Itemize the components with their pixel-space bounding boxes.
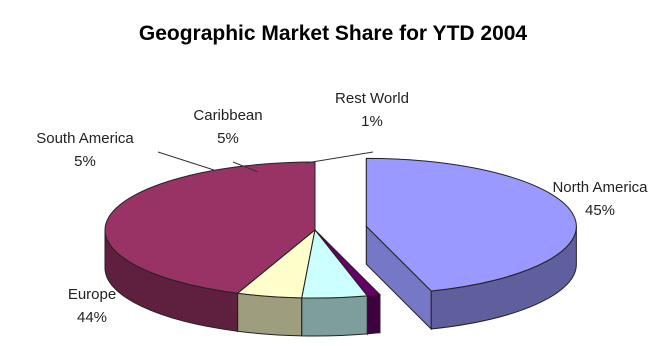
label-caribbean-name: Caribbean — [193, 107, 262, 124]
slice-caribbean-top — [301, 228, 369, 299]
slice-north-america-top — [365, 157, 577, 292]
label-europe-name: Europe — [68, 286, 116, 303]
label-north-america-name: North America — [552, 179, 648, 196]
slice-south-america-side — [237, 292, 303, 337]
label-caribbean-value: 5% — [217, 130, 239, 147]
slice-rest-world-side — [366, 294, 381, 335]
label-north-america-value: 45% — [585, 202, 615, 219]
slice-labels: North America 45% Rest World 1% Caribbean 5% S… — [36, 90, 648, 326]
slice-europe-top — [104, 161, 316, 294]
pie-slices — [104, 157, 577, 337]
label-south-america-leader — [157, 151, 215, 171]
label-south-america-value: 5% — [74, 153, 96, 170]
chart-title: Geographic Market Share for YTD 2004 — [139, 22, 528, 45]
label-caribbean-leader — [232, 161, 259, 173]
label-rest-world-value: 1% — [361, 113, 383, 130]
label-south-america-name: South America — [36, 130, 134, 147]
slice-caribbean-side — [301, 295, 368, 337]
label-rest-world-name: Rest World — [335, 90, 409, 107]
label-rest-world-leader — [305, 151, 374, 164]
label-europe-value: 44% — [77, 309, 107, 326]
slice-caribbean — [301, 228, 369, 337]
slice-north-america — [365, 157, 577, 331]
leader-lines — [157, 151, 374, 173]
